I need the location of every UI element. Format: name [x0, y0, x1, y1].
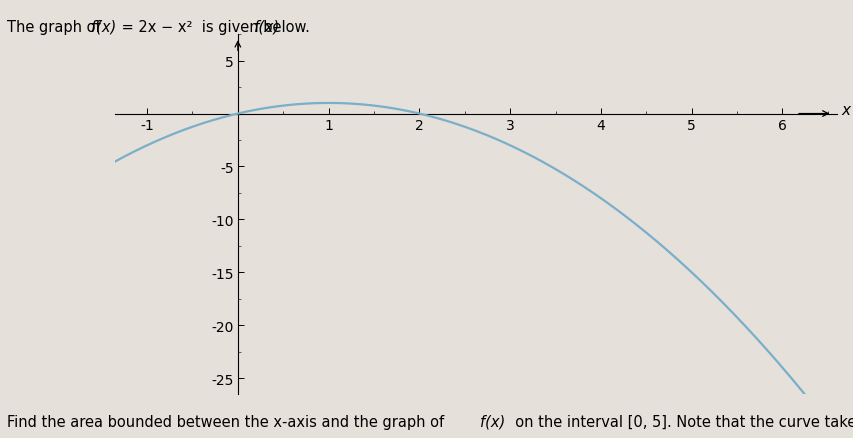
Text: on the interval [0, 5]. Note that the curve takes on negative values.: on the interval [0, 5]. Note that the cu…: [506, 414, 853, 429]
Text: The graph of: The graph of: [7, 20, 109, 35]
Text: f(x): f(x): [254, 19, 281, 34]
Text: = 2x − x²  is given below.: = 2x − x² is given below.: [117, 20, 310, 35]
Text: f(x): f(x): [479, 414, 505, 429]
Text: Find the area bounded between the x-axis and the graph of: Find the area bounded between the x-axis…: [7, 414, 453, 429]
Text: x: x: [840, 103, 850, 118]
Text: f(x): f(x): [90, 20, 116, 35]
